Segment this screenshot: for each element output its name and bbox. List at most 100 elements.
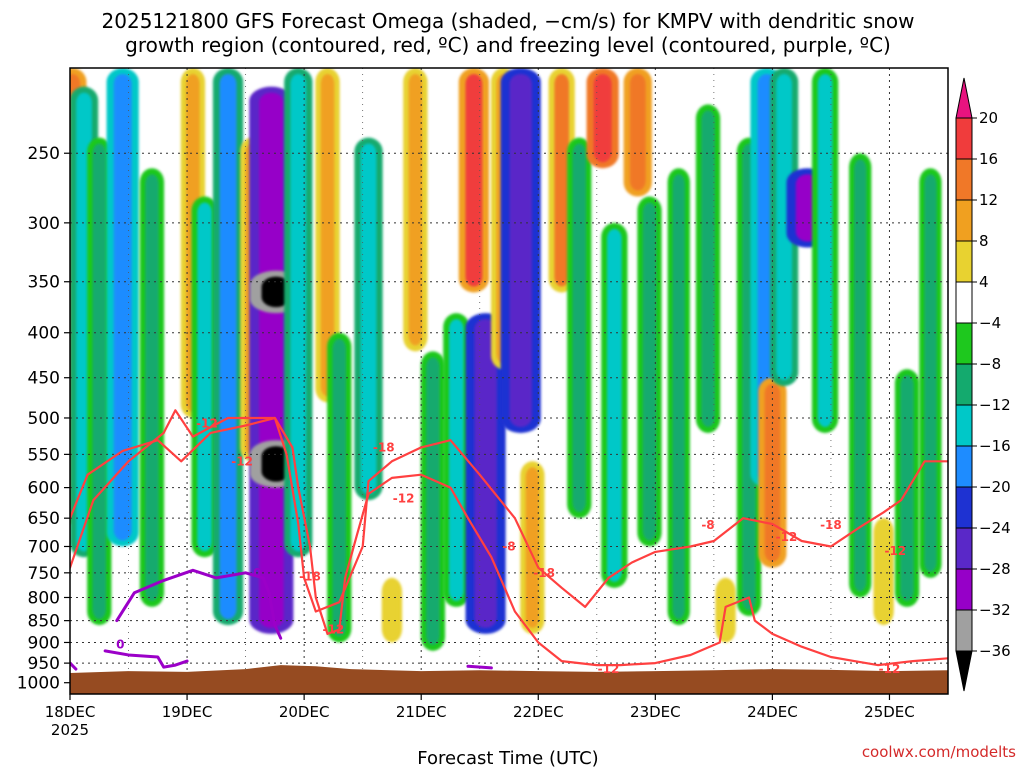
omega-band-core — [607, 228, 622, 582]
y-tick-label: 600 — [28, 479, 60, 499]
dendritic-contour-label: -12 — [393, 491, 415, 505]
omega-band-core — [776, 74, 792, 381]
omega-band — [500, 68, 541, 433]
x-axis-label: Forecast Time (UTC) — [417, 748, 598, 768]
omega-band-core — [817, 74, 833, 427]
freezing-level-contour — [70, 661, 78, 671]
omega-band-core — [672, 174, 685, 620]
colorbar-swatch — [955, 281, 973, 324]
colorbar-swatch — [955, 404, 973, 447]
colorbar-label: −36 — [979, 642, 1011, 660]
colorbar-label: −8 — [979, 355, 1001, 373]
colorbar-label: −4 — [979, 314, 1001, 332]
dendritic-contour-label: -12 — [323, 623, 345, 637]
freezing-level-contour — [103, 649, 189, 669]
omega-band-core — [261, 276, 291, 308]
dendritic-contour-label: -12 — [196, 416, 218, 430]
omega-band — [403, 68, 428, 352]
omega-band-core — [219, 74, 237, 620]
y-tick-label: 750 — [28, 564, 60, 584]
chart-title-line-2: growth region (contoured, red, ºC) and f… — [125, 33, 891, 57]
x-tick-label: 18DEC — [45, 703, 96, 721]
omega-band — [758, 377, 787, 568]
dendritic-contour-label: -12 — [776, 530, 798, 544]
omega-band-core — [854, 159, 867, 592]
colorbar-label: −32 — [979, 601, 1011, 619]
omega-band-core — [408, 74, 423, 346]
omega-band-core — [525, 467, 540, 628]
colorbar-label: −28 — [979, 560, 1011, 578]
x-tick-label: 24DEC — [747, 703, 798, 721]
y-tick-label: 500 — [28, 409, 60, 429]
omega-band-core — [145, 174, 159, 601]
colorbar-swatch — [955, 117, 973, 160]
omega-band — [586, 68, 619, 169]
y-tick-label: 300 — [28, 214, 60, 234]
dendritic-contour-label: -18 — [299, 569, 321, 583]
colorbar-swatch — [955, 445, 973, 488]
omega-band — [873, 518, 894, 626]
omega-band-core — [572, 143, 586, 513]
x-tick-label: 19DEC — [162, 703, 213, 721]
colorbar-label: −24 — [979, 519, 1011, 537]
omega-band — [284, 68, 313, 558]
omega-band — [139, 168, 165, 607]
grid-lines — [70, 68, 948, 694]
omega-band-core — [629, 74, 646, 191]
y-axis-ticks: 2503003504004505005506006507007508008509… — [17, 144, 70, 694]
colorbar-swatch — [955, 322, 973, 365]
colorbar-label: 8 — [979, 232, 989, 250]
omega-band — [695, 104, 721, 433]
dendritic-contour-label: -12 — [884, 544, 906, 558]
omega-band — [623, 68, 652, 197]
freezing-contour-label: 0 — [116, 638, 124, 652]
omega-band — [420, 351, 446, 651]
omega-band — [458, 68, 489, 293]
omega-band — [894, 369, 920, 607]
contour-labels: -12 -12 -18 -12 -18 -12 -18 -12 -18 -12 -12 -8 -8 -12… — [116, 416, 906, 676]
y-tick-label: 900 — [28, 633, 60, 653]
dendritic-contour-label: -12 — [879, 662, 901, 676]
omega-shading — [70, 68, 942, 651]
omega-band — [315, 68, 340, 403]
y-tick-label: 450 — [28, 369, 60, 389]
colorbar-swatch — [955, 240, 973, 283]
omega-band — [443, 313, 470, 607]
omega-band — [327, 332, 352, 643]
colorbar-swatch — [955, 158, 973, 201]
omega-band-core — [259, 92, 284, 628]
colorbar-label: −20 — [979, 478, 1011, 496]
y-tick-label: 700 — [28, 537, 60, 557]
colorbar-swatch-bottom — [955, 650, 973, 692]
x-tick-sublabel: 2025 — [51, 721, 89, 739]
omega-band-core — [386, 583, 398, 637]
freezing-level-contour — [115, 568, 283, 640]
colorbar-swatch — [955, 199, 973, 242]
omega-band — [567, 137, 592, 519]
dendritic-contour — [70, 409, 948, 613]
omega-band-core — [360, 143, 377, 495]
omega-band-core — [113, 74, 132, 541]
omega-band-core — [449, 319, 464, 601]
colorbar-label: 4 — [979, 273, 989, 291]
dendritic-contour-label: -18 — [373, 440, 395, 454]
omega-band-core — [465, 74, 483, 287]
y-tick-label: 950 — [28, 654, 60, 674]
omega-band-core — [642, 202, 657, 541]
omega-band-core — [764, 383, 781, 562]
omega-band-core — [509, 74, 532, 427]
colorbar-label: −16 — [979, 437, 1011, 455]
dendritic-contour-label: -12 — [598, 662, 620, 676]
plot-frame — [69, 67, 949, 695]
colorbar-swatch — [955, 527, 973, 570]
x-tick-label: 25DEC — [864, 703, 915, 721]
colorbar-label: 20 — [979, 109, 998, 127]
y-tick-label: 350 — [28, 273, 60, 293]
dendritic-contour — [70, 416, 948, 667]
omega-band-core — [261, 446, 291, 482]
omega-band-core — [924, 174, 937, 572]
omega-band — [191, 196, 218, 558]
omega-band-core — [701, 110, 715, 427]
